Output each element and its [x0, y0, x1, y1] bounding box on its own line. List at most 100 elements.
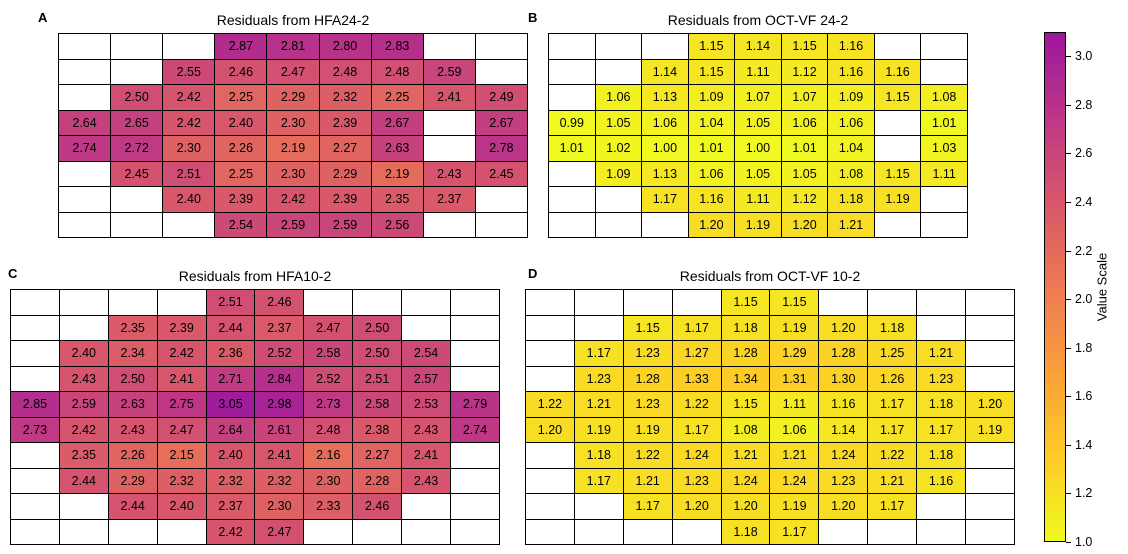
empty-cell — [916, 314, 967, 341]
empty-cell — [873, 211, 922, 238]
heatmap-cell: 2.59 — [58, 391, 109, 418]
empty-cell — [920, 186, 968, 213]
empty-cell — [818, 518, 869, 545]
heatmap-cell: 2.73 — [303, 391, 354, 418]
grid-row: 1.15 1.17 1.18 1.19 1.20 1.18 — [525, 314, 1015, 341]
heatmap-cell: 1.17 — [573, 467, 624, 494]
heatmap-cell: 1.18 — [916, 442, 967, 469]
tick-mark — [1066, 493, 1071, 495]
empty-cell — [525, 365, 575, 392]
grid-row: 2.55 2.46 2.47 2.48 2.48 2.59 — [57, 58, 529, 85]
heatmap-cell: 1.20 — [965, 391, 1015, 418]
heatmap-cell: 1.23 — [818, 467, 869, 494]
grid-row: 2.64 2.65 2.42 2.40 2.30 2.39 2.67 2.67 — [57, 109, 529, 136]
heatmap-cell: 1.04 — [687, 109, 736, 136]
grid-row: 1.15 1.15 — [525, 289, 1015, 316]
grid-row: 2.44 2.40 2.37 2.30 2.33 2.46 — [10, 493, 500, 520]
heatmap-cell: 2.30 — [266, 160, 320, 187]
panel-title: Residuals from OCT-VF 10-2 — [679, 268, 861, 284]
empty-cell — [10, 365, 60, 392]
heatmap-cell: 1.20 — [671, 493, 722, 520]
empty-cell — [965, 493, 1015, 520]
heatmap-cell: 1.02 — [594, 135, 643, 162]
empty-cell — [10, 493, 60, 520]
heatmap-cell: 2.43 — [401, 467, 452, 494]
heatmap-cell: 2.83 — [370, 33, 424, 60]
heatmap-cell: 1.21 — [573, 391, 624, 418]
empty-cell — [107, 289, 158, 316]
heatmap-cell: 2.36 — [205, 340, 256, 367]
heatmap-cell: 1.33 — [671, 365, 722, 392]
grid-row: 2.50 2.42 2.25 2.29 2.32 2.25 2.41 2.49 — [57, 84, 529, 111]
heatmap-cell: 1.28 — [720, 340, 771, 367]
heatmap-cell: 1.15 — [873, 160, 922, 187]
empty-cell — [594, 58, 643, 85]
heatmap-cell: 2.29 — [266, 84, 320, 111]
heatmap-cell: 1.24 — [671, 442, 722, 469]
heatmap-cell: 2.74 — [450, 416, 500, 443]
heatmap-cell: 2.30 — [254, 493, 305, 520]
heatmap-cell: 1.16 — [827, 33, 875, 60]
heatmap-cell: 2.39 — [318, 109, 372, 136]
empty-cell — [303, 518, 354, 545]
grid-row: 1.06 1.13 1.09 1.07 1.07 1.09 1.15 1.08 — [548, 84, 968, 111]
heatmap-cell: 2.40 — [58, 340, 109, 367]
heatmap-cell: 2.45 — [110, 160, 164, 187]
heatmap-cell: 1.28 — [622, 365, 673, 392]
heatmap-cell: 2.85 — [10, 391, 60, 418]
tick-label: 1.6 — [1075, 389, 1093, 404]
heatmap-grid: 1.15 1.14 1.15 1.16 1.14 1.15 1.11 1.12 1.16 1.16… — [548, 33, 968, 238]
heatmap-grid: 1.15 1.15 1.15 1.17 1.18 1.19 1.20 1.18 1.17 1.23… — [525, 289, 1015, 545]
heatmap-cell: 2.53 — [401, 391, 452, 418]
heatmap-cell: 2.57 — [401, 365, 452, 392]
grid-row: 2.35 2.26 2.15 2.40 2.41 2.16 2.27 2.41 — [10, 442, 500, 469]
empty-cell — [548, 84, 596, 111]
tick-mark — [1066, 202, 1071, 203]
panel-letter: C — [8, 266, 18, 281]
heatmap-cell: 1.09 — [594, 160, 643, 187]
heatmap-cell: 2.32 — [254, 467, 305, 494]
heatmap-cell: 2.50 — [107, 365, 158, 392]
heatmap-cell: 1.11 — [734, 58, 782, 85]
heatmap-cell: 2.42 — [205, 518, 256, 545]
empty-cell — [58, 289, 109, 316]
heatmap-cell: 2.67 — [370, 109, 424, 136]
empty-cell — [107, 518, 158, 545]
heatmap-cell: 2.42 — [156, 340, 207, 367]
empty-cell — [818, 289, 869, 316]
heatmap-cell: 2.87 — [214, 33, 268, 60]
heatmap-cell: 2.42 — [266, 186, 320, 213]
heatmap-cell: 1.21 — [827, 211, 875, 238]
heatmap-cell: 3.05 — [205, 391, 256, 418]
heatmap-cell: 2.63 — [370, 135, 424, 162]
empty-cell — [57, 58, 112, 85]
grid-row: 1.23 1.28 1.33 1.34 1.31 1.30 1.26 1.23 — [525, 365, 1015, 392]
heatmap-cell: 1.11 — [920, 160, 968, 187]
heatmap-cell: 2.26 — [107, 442, 158, 469]
tick-mark — [1066, 299, 1071, 301]
heatmap-cell: 2.52 — [254, 340, 305, 367]
empty-cell — [110, 211, 164, 238]
empty-cell — [474, 33, 529, 60]
heatmap-cell: 1.20 — [525, 416, 575, 443]
heatmap-cell: 1.14 — [818, 416, 869, 443]
heatmap-cell: 2.79 — [450, 391, 500, 418]
heatmap-cell: 2.39 — [318, 186, 372, 213]
grid-row: 2.87 2.81 2.80 2.83 — [57, 33, 529, 60]
grid-row: 1.09 1.13 1.06 1.05 1.05 1.08 1.15 1.11 — [548, 160, 968, 187]
heatmap-cell: 1.22 — [622, 442, 673, 469]
heatmap-cell: 2.40 — [205, 442, 256, 469]
empty-cell — [641, 33, 689, 60]
empty-cell — [450, 442, 500, 469]
empty-cell — [58, 493, 109, 520]
heatmap-cell: 1.17 — [641, 186, 689, 213]
heatmap-cell: 2.50 — [352, 340, 403, 367]
heatmap-cell: 1.21 — [867, 467, 918, 494]
heatmap-cell: 2.59 — [318, 211, 372, 238]
grid-row: 1.17 1.21 1.23 1.24 1.24 1.23 1.21 1.16 — [525, 467, 1015, 494]
empty-cell — [422, 33, 476, 60]
heatmap-cell: 1.05 — [734, 109, 782, 136]
heatmap-cell: 1.11 — [734, 186, 782, 213]
heatmap-cell: 2.64 — [57, 109, 112, 136]
empty-cell — [525, 442, 575, 469]
